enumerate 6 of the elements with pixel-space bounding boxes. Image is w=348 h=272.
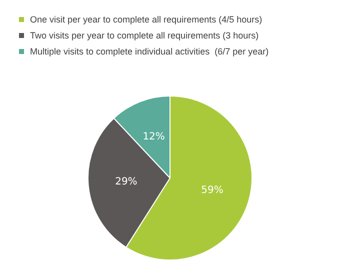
data-label: 29% [115, 176, 138, 188]
legend-label: Multiple visits to complete individual activities (6/7 per year) [30, 46, 269, 56]
legend-label: Two visits per year to complete all requirements (3 hours) [30, 30, 259, 40]
data-label: 12% [142, 132, 165, 143]
legend-label: One visit per year to complete all requirements (4/5 hours) [30, 14, 262, 24]
data-label: 59% [201, 184, 224, 196]
